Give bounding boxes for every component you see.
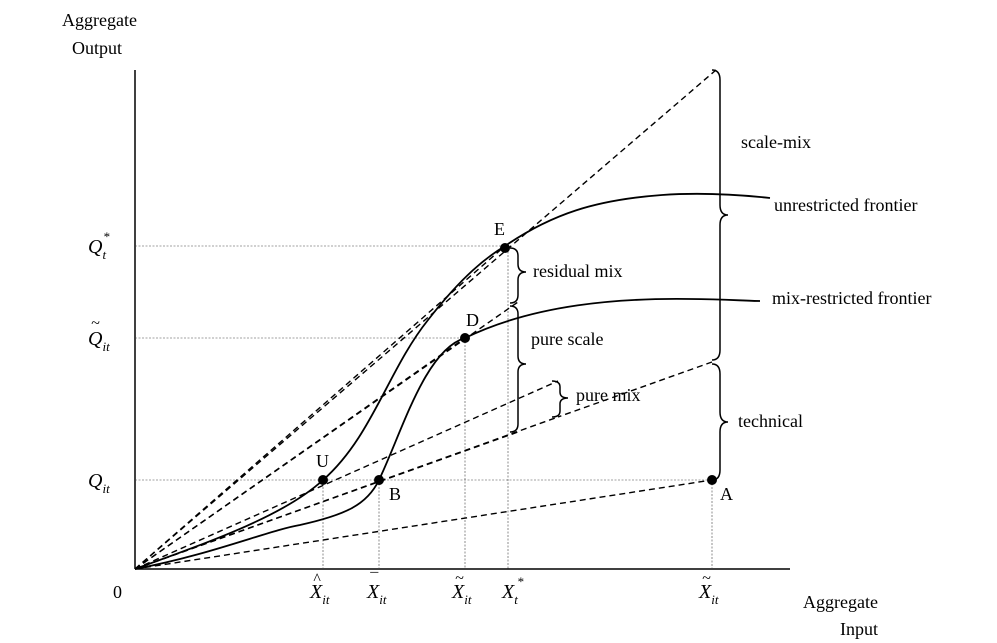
point-b-marker (374, 475, 384, 485)
ray-a (134, 479, 713, 570)
brace-technical (711, 363, 729, 481)
svg-text:^: ^ (313, 571, 321, 588)
point-d-label: D (466, 310, 479, 330)
point-b-label: B (389, 484, 401, 504)
svg-text:*: * (517, 574, 524, 589)
brace-scale-mix (711, 69, 729, 361)
rays (134, 69, 717, 570)
x-tick-x-hat: Xit ^ (309, 571, 330, 607)
guide-lines (135, 245, 713, 569)
mix-restricted-frontier-curve (134, 297, 761, 570)
ray-u (134, 380, 559, 570)
brace-pure-scale (509, 305, 527, 433)
svg-text:Qt: Qt (88, 236, 106, 262)
point-a-label: A (720, 484, 733, 504)
svg-text:*: * (103, 229, 110, 244)
x-tick-x-tilde: Xit ~ (451, 570, 472, 607)
y-tick-q-star: Qt * (88, 229, 110, 262)
svg-text:¯: ¯ (369, 571, 379, 588)
svg-text:~: ~ (91, 315, 100, 332)
point-e-marker (500, 243, 510, 253)
y-tick-q-it: Qit (88, 470, 110, 496)
point-e-label: E (494, 219, 505, 239)
x-tick-x-star: Xt * (501, 574, 524, 607)
svg-text:~: ~ (455, 570, 464, 587)
svg-text:Qit: Qit (88, 470, 110, 496)
ray-max-productivity (134, 69, 717, 570)
unrestricted-frontier-curve (134, 192, 771, 570)
y-tick-q-tilde: Qit ~ (88, 315, 110, 354)
residual-mix-label: residual mix (533, 261, 622, 281)
point-d-marker (460, 333, 470, 343)
ray-e (134, 245, 506, 570)
ray-technical-top (557, 361, 713, 418)
svg-text:Xit: Xit (366, 581, 387, 607)
mix-restricted-frontier-label: mix-restricted frontier (772, 288, 931, 308)
svg-text:~: ~ (702, 570, 711, 587)
origin-label: 0 (113, 582, 122, 602)
svg-text:Xit: Xit (451, 581, 472, 607)
pure-mix-label: pure mix (576, 385, 641, 405)
svg-text:Xt: Xt (501, 581, 518, 607)
svg-text:Xit: Xit (309, 581, 330, 607)
brace-pure-mix (551, 380, 569, 418)
x-tick-x-bar: Xit ¯ (366, 571, 387, 607)
y-axis-title-line2: Output (72, 38, 122, 58)
point-u-marker (318, 475, 328, 485)
svg-text:Qit: Qit (88, 328, 110, 354)
ray-d (134, 337, 466, 570)
x-axis-title-line2: Input (840, 619, 878, 639)
x-axis-title-line1: Aggregate (803, 592, 878, 612)
technical-label: technical (738, 411, 803, 431)
point-a-marker (707, 475, 717, 485)
point-u-label: U (316, 451, 329, 471)
pure-scale-label: pure scale (531, 329, 603, 349)
brace-residual-mix (509, 247, 527, 304)
unrestricted-frontier-label: unrestricted frontier (774, 195, 917, 215)
svg-text:Xit: Xit (698, 581, 719, 607)
x-tick-x-tilde-a: Xit ~ (698, 570, 719, 607)
y-axis-title-line1: Aggregate (62, 10, 137, 30)
scale-mix-label: scale-mix (741, 132, 811, 152)
